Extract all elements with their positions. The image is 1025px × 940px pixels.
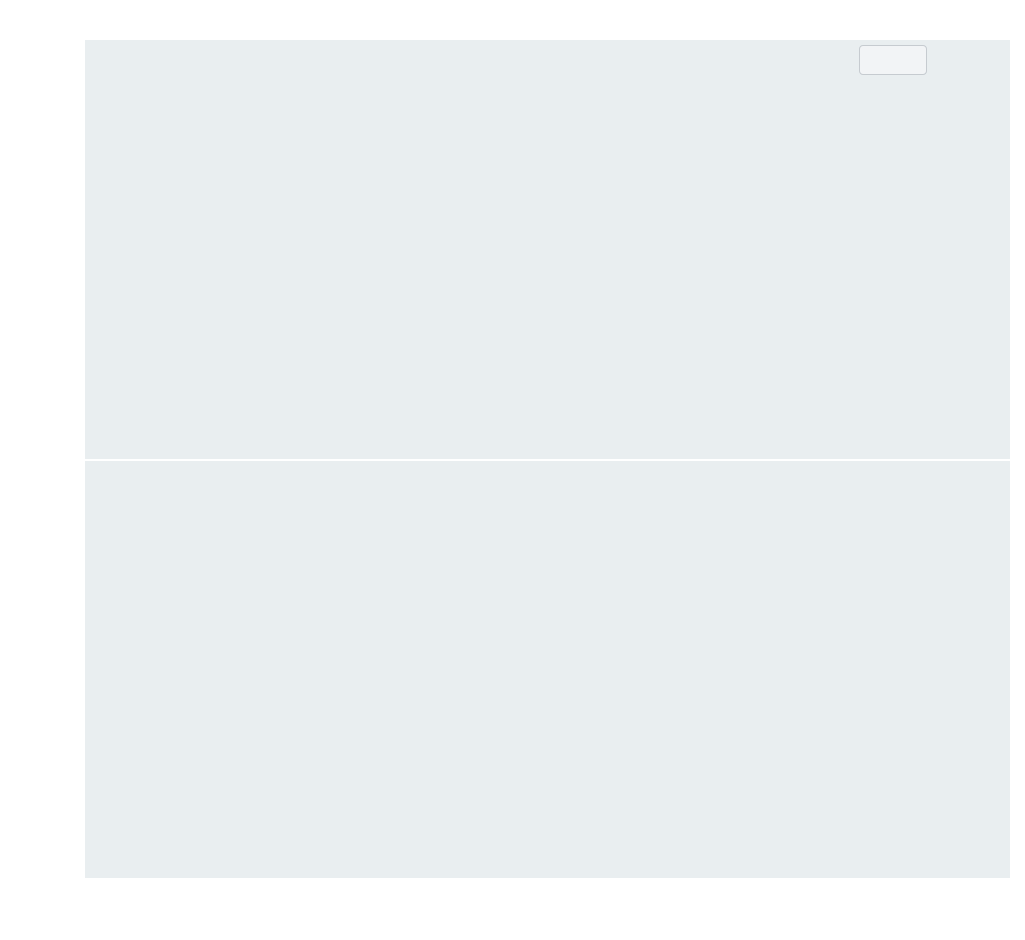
bottom-panel-plot-area — [85, 461, 1010, 878]
top-panel-plot-area — [85, 40, 1010, 459]
legend[interactable] — [859, 45, 927, 75]
